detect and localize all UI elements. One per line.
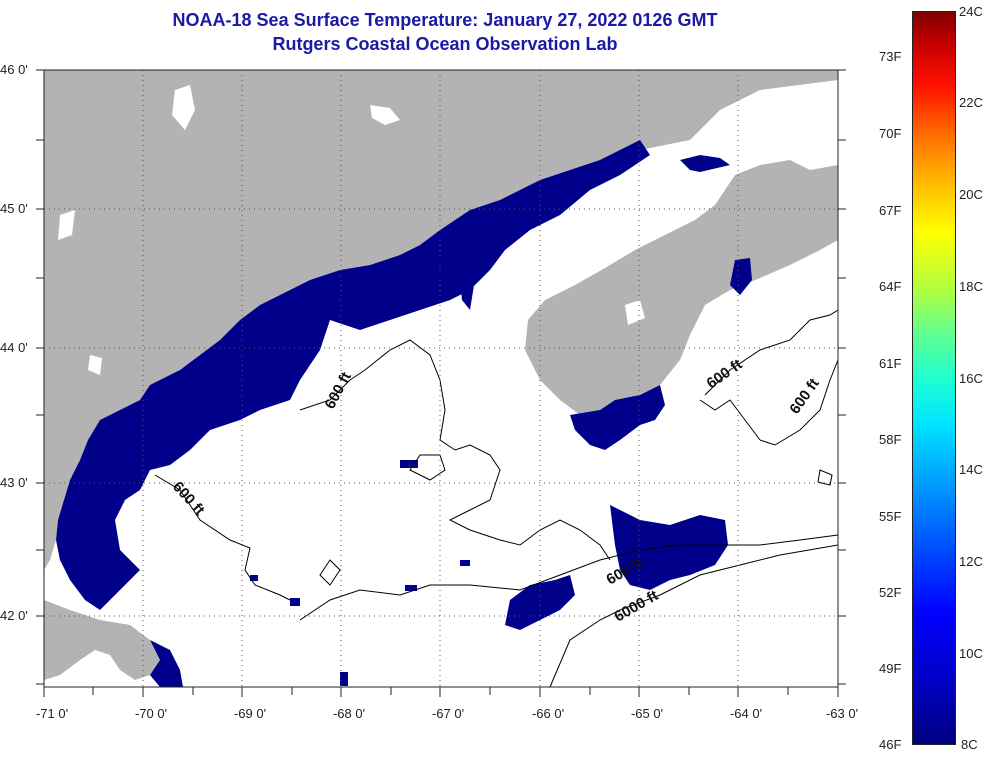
temperature-colorbar (912, 11, 956, 745)
colorbar-c-label: 22C (959, 95, 983, 110)
cold-water-georges-bank (505, 575, 575, 630)
colorbar-f-label: 55F (879, 509, 902, 524)
map-subtitle: Rutgers Coastal Ocean Observation Lab (272, 34, 618, 54)
lon-label: -68 0' (332, 706, 366, 721)
lon-label: -70 0' (134, 706, 168, 721)
colorbar-f-label: 73F (879, 49, 902, 64)
colorbar-f-label: 58F (879, 432, 902, 447)
lon-label: -64 0' (729, 706, 763, 721)
lat-label: 45 0' (0, 201, 28, 216)
lat-label: 43 0' (0, 475, 28, 490)
colorbar-c-label: 12C (959, 554, 983, 569)
lon-label: -67 0' (431, 706, 465, 721)
colorbar-f-label: 70F (879, 126, 902, 141)
colorbar-c-label: 24C (959, 4, 983, 19)
nova-scotia-land (525, 160, 838, 415)
colorbar-c-label: 16C (959, 371, 983, 386)
lon-label: -63 0' (825, 706, 859, 721)
lon-label: -71 0' (35, 706, 69, 721)
lon-label: -66 0' (531, 706, 565, 721)
lat-label: 42 0' (0, 608, 28, 623)
cold-water-bay-of-fundy (680, 155, 730, 172)
colorbar-f-label: 52F (879, 585, 902, 600)
map-frame (43, 69, 839, 688)
cold-water-maine (56, 140, 650, 610)
lat-ticks (36, 69, 846, 685)
colorbar-f-label: 67F (879, 203, 902, 218)
cold-water-cape-cod (130, 625, 183, 687)
colorbar-c-label: 20C (959, 187, 983, 202)
lon-label: -65 0' (630, 706, 664, 721)
lat-label: 44 0' (0, 340, 28, 355)
cape-cod-land (44, 600, 160, 680)
colorbar-f-label: 46F (879, 737, 902, 752)
colorbar-c-label: 14C (959, 462, 983, 477)
lat-label: 46 0' (0, 62, 28, 77)
lon-label: -69 0' (233, 706, 267, 721)
colorbar-f-label: 49F (879, 661, 902, 676)
colorbar-c-label: 10C (959, 646, 983, 661)
cold-water-nova-scotia (570, 385, 665, 450)
depth-contours (154, 309, 839, 688)
colorbar-f-label: 61F (879, 356, 902, 371)
colorbar-c-label: 8C (961, 737, 978, 752)
map-title: NOAA-18 Sea Surface Temperature: January… (172, 10, 718, 30)
colorbar-c-label: 18C (959, 279, 983, 294)
lon-ticks (43, 687, 839, 697)
cold-water-scotian-shelf (610, 505, 728, 590)
colorbar-f-label: 64F (879, 279, 902, 294)
